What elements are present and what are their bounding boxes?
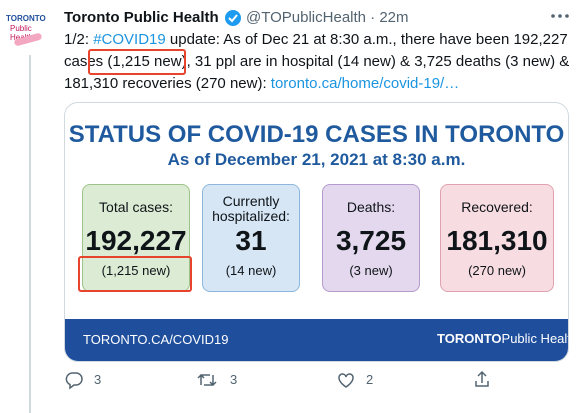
like-icon[interactable] (336, 370, 356, 390)
text: update: As of Dec 21 at 8:30 a.m., there… (165, 31, 568, 48)
more-button[interactable] (548, 8, 572, 24)
text: 1/2: (64, 31, 94, 48)
text: cases (1,215 new), 31 ppl are in hospita… (64, 53, 570, 70)
author-name[interactable]: Toronto Public Health (64, 9, 219, 26)
box-sub: (270 new) (468, 263, 526, 278)
box-label: Currently (222, 193, 280, 209)
reply-count: 3 (94, 372, 102, 387)
tweet-line: 1/2: #COVID19 update: As of Dec 21 at 8:… (64, 31, 568, 48)
verified-badge (225, 10, 241, 26)
handle[interactable]: @TOPublicHealth (246, 9, 366, 26)
box-label: Recovered: (461, 199, 533, 215)
box-number: 3,725 (335, 225, 407, 256)
reply-icon[interactable] (64, 370, 84, 390)
image-card[interactable]: STATUS OF COVID-19 CASES IN TORONTO As o… (64, 102, 569, 362)
like-count: 2 (366, 372, 374, 387)
box-label: Deaths: (346, 199, 396, 215)
share-icon[interactable] (472, 369, 492, 389)
footer-url: TORONTO.CA/COVID19 (83, 332, 229, 347)
text: 181,310 recoveries (270 new): (64, 75, 271, 92)
stat-box: Recovered: 181,310 (270 new) (440, 184, 554, 292)
tweet-line: cases (1,215 new), 31 ppl are in hospita… (64, 53, 569, 70)
logo-word: Public Health (501, 331, 568, 346)
card-subtitle: As of December 21, 2021 at 8:30 a.m. (167, 150, 466, 169)
highlight-box (78, 256, 192, 292)
url-link[interactable]: toronto.ca/home/covid-19/… (270, 75, 460, 92)
box-sub: (1,215 new) (101, 263, 171, 278)
box-label: hospitalized: (212, 208, 290, 224)
tweet-line: 181,310 recoveries (270 new): toronto.ca… (64, 75, 459, 92)
thread-line (29, 55, 31, 413)
stat-box: Currently hospitalized: 31 (14 new) (202, 184, 300, 292)
stat-box: Total cases: 192,227 (1,215 new) (82, 184, 190, 292)
box-label: Total cases: (99, 199, 173, 215)
retweet-count: 3 (230, 372, 238, 387)
hashtag[interactable]: #COVID19 (93, 31, 166, 48)
box-number: 181,310 (446, 225, 548, 256)
separator: · (370, 9, 376, 26)
footer-bar: TORONTO.CA/COVID19 TORONTOPublic Health (65, 319, 568, 361)
avatar-line: TORONTO (6, 14, 46, 23)
box-sub: (14 new) (225, 263, 277, 278)
box-number: 31 (235, 225, 267, 256)
stat-box: Deaths: 3,725 (3 new) (322, 184, 420, 292)
highlight-box (88, 49, 186, 75)
box-sub: (3 new) (349, 263, 393, 278)
card-title: STATUS OF COVID-19 CASES IN TORONTO (68, 121, 565, 148)
time[interactable]: 22m (379, 9, 409, 26)
box-number: 192,227 (85, 225, 187, 256)
avatar[interactable]: TORONTO Public Health (6, 6, 52, 52)
meta: @TOPublicHealth · 22m (246, 9, 409, 26)
retweet-icon[interactable] (196, 370, 218, 390)
logo-word: TORONTO (437, 331, 502, 346)
footer-logo: TORONTOPublic Health (437, 331, 568, 346)
